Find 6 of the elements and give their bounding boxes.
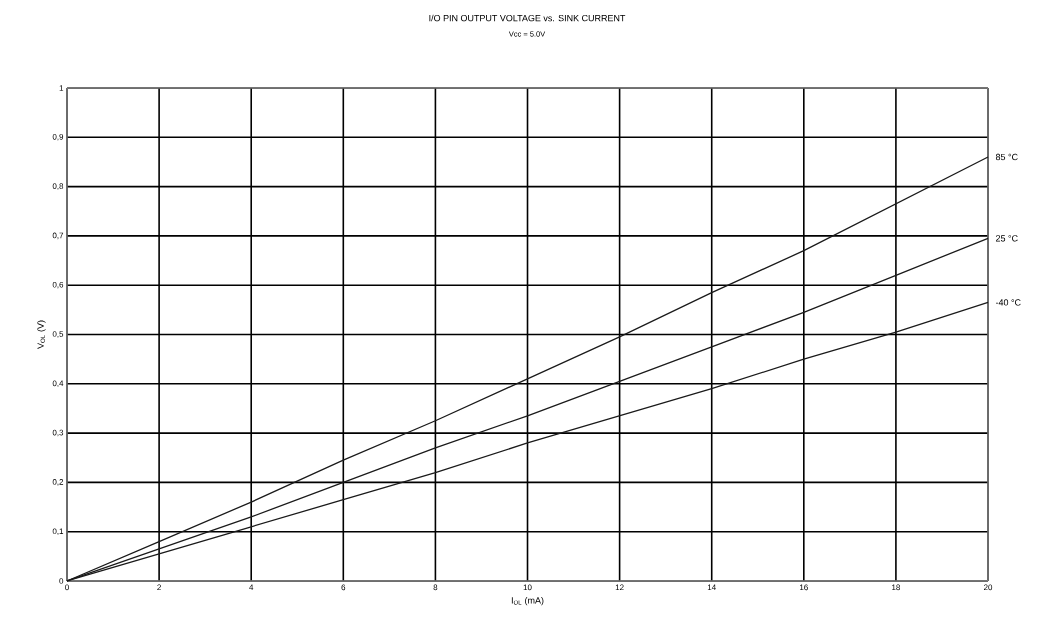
series-label: 25 °C [995,235,1018,242]
series-label: -40 °C [995,299,1021,306]
series-label: 85 °C [995,153,1018,161]
y-axis-title: V$_{OL}$ (V) [37,320,46,349]
x-axis-title: I$_{OL}$ (mA) [511,596,544,606]
chart-title: I/O PIN OUTPUT VOLTAGE vs. SINK CURRENT [429,14,626,22]
